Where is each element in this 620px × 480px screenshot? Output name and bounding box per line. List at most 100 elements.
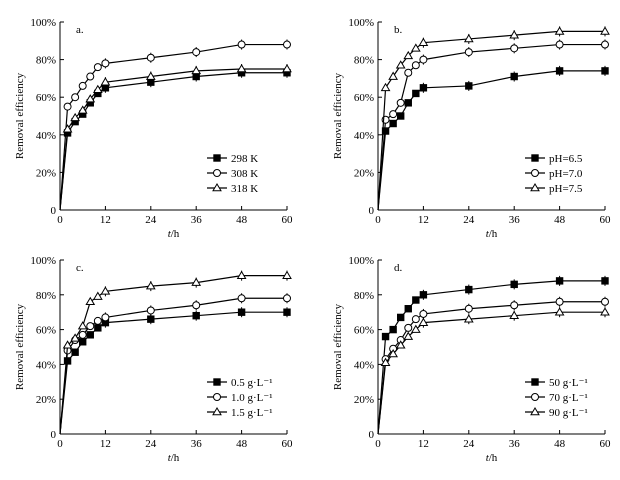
series-2 (377, 39, 609, 211)
legend-marker (213, 154, 221, 162)
x-tick-label: 60 (600, 438, 612, 450)
legend-label: 1.0 g·L⁻¹ (231, 392, 273, 404)
data-point (404, 323, 413, 332)
x-tick-label: 12 (100, 438, 111, 450)
series-2 (377, 296, 609, 435)
data-point (465, 285, 473, 294)
data-point (100, 286, 111, 295)
data-point (147, 315, 155, 323)
x-tick-label: 36 (509, 214, 521, 226)
data-point (404, 68, 413, 77)
data-point (93, 63, 102, 72)
data-point (237, 40, 246, 49)
data-point (509, 30, 520, 39)
data-point (388, 71, 399, 80)
data-point (418, 317, 429, 326)
y-tick-label: 80% (36, 55, 56, 67)
chart-panel-4: 0 20% 40% 60% 80% 100% 0 12 24 36 48 60 t/h Removal e… (332, 255, 611, 464)
data-point (283, 40, 291, 49)
y-tick-label: 20% (36, 167, 56, 179)
x-tick-label: 12 (100, 214, 111, 226)
data-point (555, 67, 564, 75)
chart-panel-1: 0 20% 40% 60% 80% 100% 0 12 24 36 48 60 t/h Removal e… (14, 17, 293, 240)
y-tick-label: 40% (36, 359, 56, 371)
legend: pH=6.5 pH=7.0 pH=7.5 (525, 153, 583, 195)
legend-label: pH=7.5 (549, 183, 583, 195)
data-point (85, 296, 96, 306)
x-axis-label: t/h (168, 452, 180, 464)
data-point (77, 105, 88, 114)
x-tick-label: 48 (554, 438, 566, 450)
y-tick-label: 20% (354, 167, 374, 179)
data-point (77, 321, 88, 330)
data-point (146, 306, 155, 315)
data-point (94, 324, 102, 332)
x-tick-label: 36 (509, 438, 521, 450)
data-point (509, 310, 520, 319)
data-point (70, 333, 81, 342)
panel-label: b. (394, 24, 403, 36)
y-tick-label: 60% (36, 92, 56, 104)
data-point (100, 77, 111, 86)
data-point (397, 112, 405, 120)
y-tick-label: 100% (348, 17, 374, 29)
data-point (601, 40, 609, 49)
data-point (554, 26, 565, 35)
data-point (463, 314, 474, 323)
data-point (389, 110, 398, 119)
data-point (601, 277, 609, 285)
data-point (411, 315, 420, 324)
y-tick-label: 40% (354, 359, 374, 371)
data-point (411, 61, 420, 70)
data-point (86, 72, 95, 81)
data-point (601, 297, 609, 306)
panel-label: d. (394, 262, 403, 274)
data-point (380, 357, 391, 366)
legend-marker (530, 183, 540, 192)
data-point (62, 340, 73, 349)
legend-label: 50 g·L⁻¹ (549, 377, 588, 389)
panel-label: c. (76, 262, 84, 274)
legend-label: 308 K (231, 168, 258, 180)
data-point (92, 84, 103, 93)
y-tick-label: 40% (354, 130, 374, 142)
data-point (410, 43, 421, 52)
y-axis-label: Removal efficiency (14, 72, 26, 159)
y-tick-label: 40% (36, 130, 56, 142)
y-tick-label: 100% (30, 17, 56, 29)
data-point (418, 37, 429, 46)
data-point (389, 325, 397, 334)
panel-label: a. (76, 24, 84, 36)
x-tick-label: 48 (554, 214, 566, 226)
data-point (555, 277, 564, 285)
data-point (93, 316, 102, 325)
y-tick-label: 0 (369, 429, 375, 441)
data-point (192, 311, 200, 320)
data-point (465, 82, 473, 90)
y-tick-label: 0 (51, 429, 57, 441)
legend-label: 298 K (231, 153, 258, 165)
y-tick-label: 100% (30, 255, 56, 267)
data-point (412, 296, 420, 304)
data-point (62, 124, 73, 133)
data-point (554, 307, 565, 316)
data-point (555, 40, 564, 49)
series-3 (377, 307, 610, 435)
data-point (236, 270, 247, 279)
legend-marker (212, 183, 222, 192)
chart-panel-2: 0 20% 40% 60% 80% 100% 0 12 24 36 48 60 t/h Removal e… (332, 17, 611, 240)
x-tick-label: 12 (418, 214, 429, 226)
data-point (381, 332, 390, 341)
x-tick-label: 48 (236, 214, 248, 226)
data-point (237, 294, 246, 303)
x-tick-label: 24 (463, 438, 475, 450)
data-point (389, 119, 397, 128)
data-point (282, 270, 292, 279)
data-point (192, 48, 201, 57)
data-point (395, 340, 406, 349)
series-3 (59, 270, 292, 435)
data-point (236, 64, 247, 73)
data-point (78, 330, 87, 339)
data-point (92, 291, 103, 300)
x-tick-label: 0 (57, 438, 63, 450)
